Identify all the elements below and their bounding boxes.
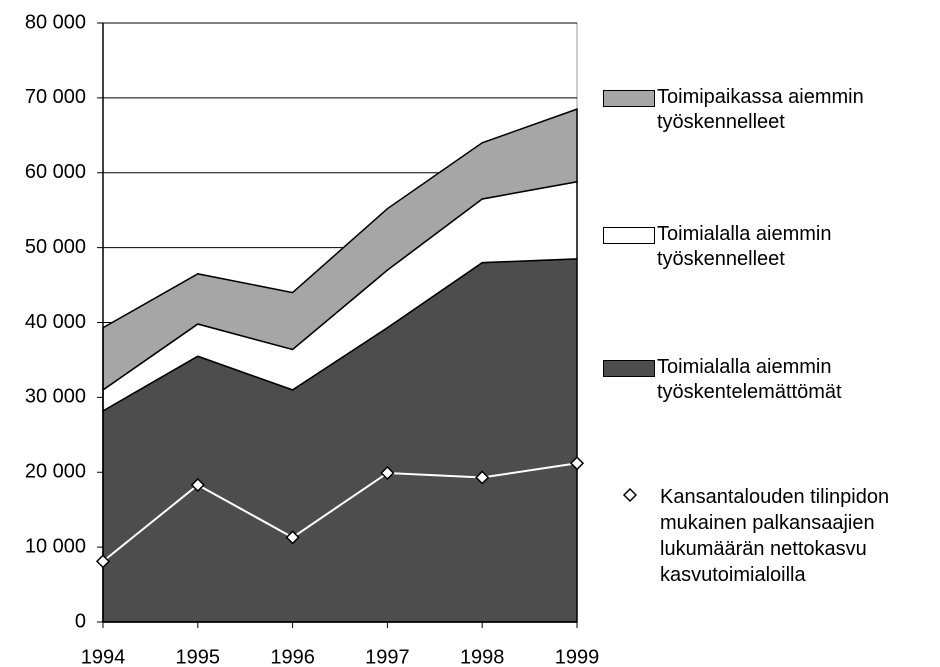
line: [102, 462, 578, 563]
y-tick-label: 20 000: [25, 461, 86, 483]
marker: [475, 470, 490, 485]
marker: [95, 554, 111, 569]
marker: [285, 530, 300, 545]
x-tick-label: 1994: [81, 646, 126, 667]
legend-swatch: [603, 90, 655, 107]
y-tick-label: 40 000: [25, 311, 86, 333]
x-tick-label: 1999: [555, 646, 600, 667]
legend-label: Kansantalouden tilinpidon mukainen palka…: [660, 486, 890, 586]
legend-marker: [622, 487, 638, 503]
legend-label: Toimipaikassa aiemmin työskennelleet: [657, 86, 864, 133]
y-tick-label: 0: [75, 610, 86, 632]
x-tick-label: 1996: [270, 646, 315, 667]
area: [102, 108, 578, 392]
y-tick-label: 70 000: [25, 86, 86, 108]
y-tick-label: 60 000: [25, 161, 86, 183]
y-tick-label: 10 000: [25, 535, 86, 557]
marker: [380, 465, 395, 481]
y-tick-label: 30 000: [25, 386, 86, 408]
x-tick-label: 1997: [365, 646, 410, 667]
y-tick-label: 80 000: [25, 11, 86, 33]
x-tick-label: 1998: [460, 646, 505, 667]
marker: [569, 456, 585, 471]
legend-swatch: [603, 227, 655, 244]
x-tick-label: 1995: [176, 646, 221, 667]
y-tick-label: 50 000: [25, 236, 86, 258]
marker: [190, 477, 205, 493]
legend-label: Toimialalla aiemmin työskentelemättömät: [657, 356, 842, 403]
legend-label: Toimialalla aiemmin työskennelleet: [657, 223, 832, 270]
legend-swatch: [603, 360, 655, 377]
